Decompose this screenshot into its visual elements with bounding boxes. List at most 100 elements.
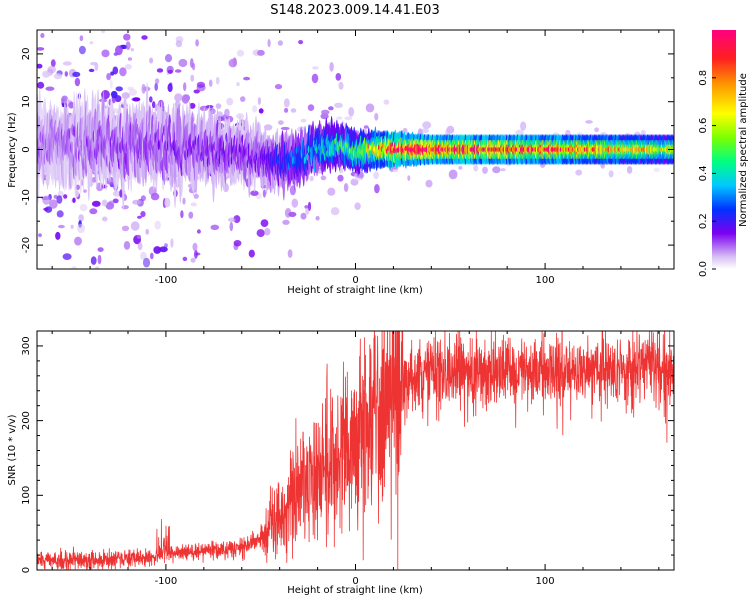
snr-ylabel: SNR (10 * v/v) (7, 414, 18, 485)
heatmap-cell (500, 168, 506, 172)
heatmap-cell (305, 207, 310, 215)
colorbar-ticks: 0.0 0.2 0.4 0.6 0.8 (698, 70, 716, 277)
heatmap-cell (121, 92, 130, 99)
snr-xlabel: Height of straight line (km) (287, 585, 423, 596)
heatmap-cell (167, 83, 173, 93)
heatmap-cell (167, 69, 173, 74)
heatmap-cell (264, 124, 273, 131)
heatmap-cell (192, 62, 196, 71)
y-tick-label: -20 (21, 237, 32, 253)
heatmap-cell (124, 64, 132, 70)
y-tick-label: 300 (21, 336, 32, 355)
heatmap-cell (110, 90, 118, 99)
heatmap-cell (195, 252, 201, 256)
heatmap-cell (49, 199, 58, 209)
heatmap-cell (180, 210, 184, 219)
heatmap-cell (290, 108, 297, 113)
figure-title: S148.2023.009.14.41.E03 (270, 3, 439, 18)
heatmap-cell (125, 41, 131, 50)
heatmap-cell (43, 207, 49, 211)
heatmap-cell (182, 256, 188, 262)
heatmap-cell (59, 292, 65, 298)
x-tick-label: 100 (536, 275, 555, 286)
heatmap-cell (260, 219, 269, 228)
heatmap-cell (365, 103, 375, 113)
heatmap-cell (283, 98, 290, 108)
heatmap-cell (312, 66, 319, 70)
heatmap-cell (210, 109, 217, 114)
heatmap-cell (72, 197, 76, 203)
heatmap-cell (257, 97, 261, 105)
heatmap-cell (92, 288, 99, 292)
heatmap-cell (130, 221, 140, 231)
heatmap-cell (482, 166, 488, 174)
colorbar: 0.0 0.2 0.4 0.6 0.8 Normalized spectral ampl… (698, 30, 749, 277)
heatmap-cell (205, 22, 212, 28)
heatmap-cell (89, 41, 94, 45)
heatmap-cell (145, 228, 149, 235)
heatmap-cell (154, 220, 161, 230)
heatmap-cell (132, 97, 141, 102)
spectrogram-xlabel: Height of straight line (km) (287, 285, 423, 296)
heatmap-cell (82, 0, 89, 5)
heatmap-cell (327, 187, 336, 196)
heatmap-cell (315, 216, 320, 221)
heatmap-cell (196, 229, 201, 234)
heatmap-cell (190, 257, 196, 263)
heatmap-cell (156, 68, 164, 73)
heatmap-cell (236, 49, 245, 57)
heatmap-cell (174, 69, 182, 73)
heatmap-cell (123, 33, 131, 41)
heatmap-cell (585, 120, 593, 124)
heatmap-cell (226, 97, 234, 106)
heatmap-cell (188, 211, 194, 219)
heatmap-cell (91, 200, 101, 207)
heatmap-cell (329, 62, 334, 72)
colorbar-tick-label: 0.8 (698, 70, 709, 86)
heatmap-cell (520, 121, 527, 131)
heatmap-cell (232, 57, 237, 67)
heatmap-cell (250, 190, 259, 196)
heatmap-cell (282, 219, 290, 225)
heatmap-cell (141, 35, 148, 40)
heatmap-cell (83, 189, 87, 193)
x-tick-label: 0 (352, 275, 358, 286)
heatmap-cell (320, 113, 329, 120)
heatmap-cell (288, 211, 297, 217)
heatmap-cell (97, 254, 102, 265)
heatmap-cell (277, 40, 283, 46)
heatmap-cell (178, 15, 184, 20)
heatmap-cell (492, 166, 501, 174)
heatmap-cell (110, 71, 115, 76)
heatmap-cell (330, 207, 340, 216)
heatmap-cell (40, 443, 49, 449)
heatmap-cell (121, 225, 130, 232)
heatmap-cell (110, 288, 114, 295)
heatmap-cell (98, 280, 101, 288)
y-tick-label: 100 (21, 486, 32, 505)
heatmap-cell (202, 23, 205, 27)
heatmap-cell (215, 76, 220, 85)
heatmap-cell (343, 183, 349, 192)
heatmap-cell (149, 96, 153, 103)
heatmap-cell (150, 252, 154, 260)
heatmap-cell (150, 192, 160, 201)
heatmap-cell (233, 215, 241, 224)
heatmap-cell (300, 118, 307, 123)
colorbar-tick-label: 0.0 (698, 261, 709, 277)
heatmap-cell (190, 202, 197, 207)
heatmap-cell (58, 224, 65, 229)
heatmap-cell (383, 99, 390, 105)
heatmap-cell (142, 257, 151, 268)
heatmap-cell (337, 174, 344, 182)
heatmap-cell (280, 126, 290, 131)
heatmap-cell (77, 3, 86, 7)
heatmap-cell (119, 189, 123, 198)
heatmap-cell (348, 107, 355, 117)
snr-panel: -100 0 100 0 100 200 300 Height of straight li… (7, 330, 675, 596)
heatmap-cell (233, 240, 242, 247)
heatmap-cell (38, 9, 45, 13)
